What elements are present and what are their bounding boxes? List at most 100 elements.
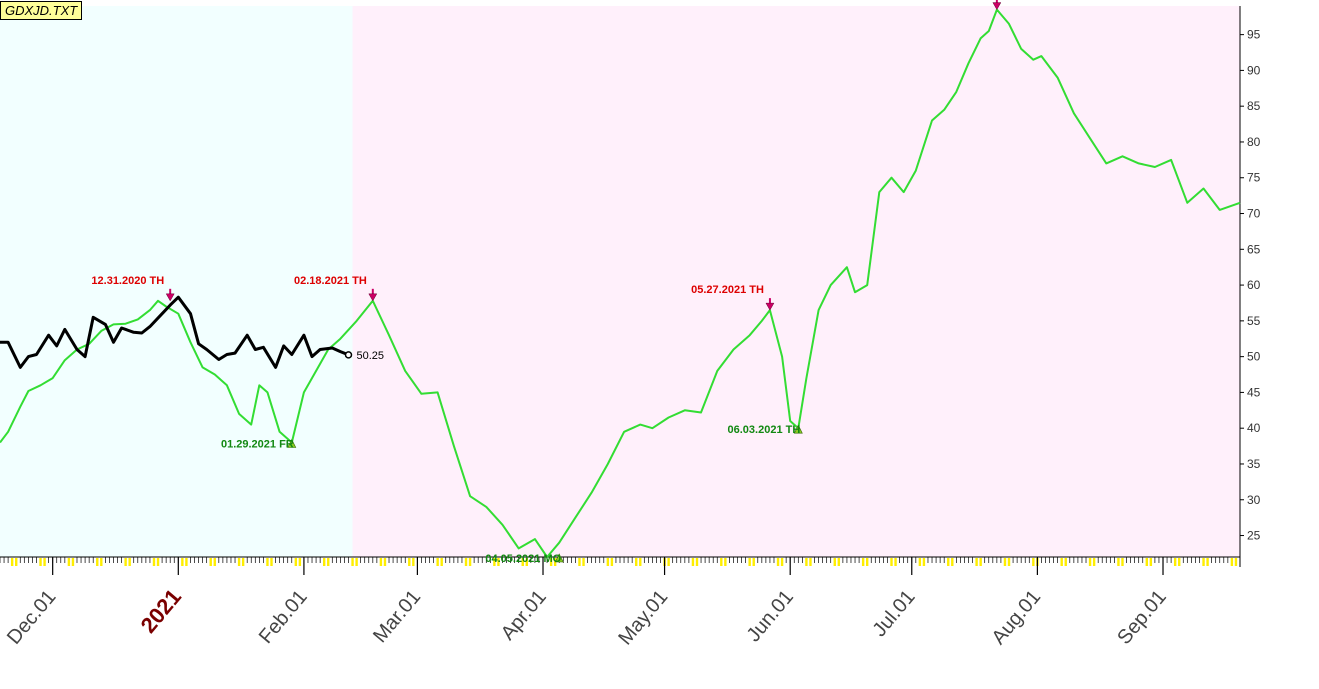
weekend-marker: [1007, 558, 1011, 566]
weekend-marker: [440, 558, 443, 566]
weekend-marker: [861, 558, 865, 566]
y-tick-label: 90: [1247, 63, 1261, 77]
last-price-label: 50.25: [356, 350, 384, 362]
x-tick-label: Jul.01: [868, 586, 919, 641]
x-tick-label: Feb.01: [255, 586, 312, 648]
weekend-marker: [635, 558, 638, 566]
weekend-marker: [270, 558, 273, 566]
weekend-marker: [1178, 558, 1181, 566]
history-background: [0, 6, 353, 557]
weekend-marker: [610, 558, 614, 566]
weekend-marker: [1032, 558, 1035, 566]
weekend-marker: [10, 558, 14, 566]
weekend-marker: [1149, 558, 1153, 566]
y-tick-label: 40: [1247, 421, 1261, 435]
weekend-marker: [1088, 558, 1092, 566]
x-axis: Dec.01 2021 Feb.01 Mar.01 Apr.01 May.01 Jun.01…: [0, 556, 1241, 649]
weekend-marker: [124, 558, 127, 566]
weekend-marker: [890, 558, 893, 566]
y-axis: 25 30 35 40 45 50 55 60 65 70 75 80 85 90 95: [1239, 6, 1261, 567]
y-tick-label: 60: [1247, 278, 1261, 292]
weekend-marker: [776, 558, 780, 566]
weekend-marker: [464, 558, 468, 566]
x-tick-label: Sep.01: [1113, 586, 1171, 649]
y-tick-label: 35: [1247, 457, 1261, 471]
weekend-marker: [865, 558, 869, 566]
weekend-marker: [412, 558, 415, 566]
low-arrow-icon: [554, 553, 564, 563]
weekend-marker: [918, 558, 922, 566]
weekend-marker: [351, 558, 354, 566]
weekend-marker: [100, 558, 103, 566]
weekend-marker: [606, 558, 610, 566]
weekend-marker: [780, 558, 784, 566]
weekend-marker: [691, 558, 695, 566]
annotation-layer: 12.31.2020 TH 01.29.2021 FR 02.18.2021 TH 0…: [91, 0, 1002, 565]
weekend-marker: [468, 558, 472, 566]
weekend-marker: [436, 558, 439, 566]
weekend-marker: [578, 558, 581, 566]
weekend-marker: [582, 558, 585, 566]
low-date-label: 06.03.2021 TH: [728, 424, 801, 436]
weekend-marker: [748, 558, 751, 566]
turning-point-low: 04.05.2021 MO: [485, 553, 564, 565]
x-tick-label: 2021: [136, 584, 187, 638]
weekend-marker: [1121, 558, 1124, 566]
weekend-marker: [71, 558, 75, 566]
projection-line: [0, 8, 1241, 558]
file-title: GDXJD.TXT: [0, 1, 83, 20]
weekend-marker: [1064, 558, 1067, 566]
x-tick-label: May.01: [614, 586, 672, 649]
projection-background: [352, 6, 1240, 557]
weekend-marker: [181, 558, 184, 566]
weekend-marker: [975, 558, 978, 566]
x-tick-label: Mar.01: [369, 586, 425, 647]
weekend-marker: [1202, 558, 1205, 566]
weekend-marker: [667, 558, 670, 566]
y-tick-label: 45: [1247, 385, 1261, 399]
y-tick-label: 70: [1247, 207, 1261, 221]
weekend-marker: [15, 558, 18, 566]
weekend-marker: [1117, 558, 1120, 566]
high-arrow-icon: [992, 2, 1002, 11]
weekend-marker: [493, 558, 496, 566]
y-tick-label: 55: [1247, 314, 1261, 328]
weekend-marker: [294, 558, 298, 566]
weekend-marker: [894, 558, 897, 566]
low-date-label: 04.05.2021 MO: [485, 553, 561, 565]
weekend-marker: [379, 558, 383, 566]
turning-point-high: 02.18.2021 TH: [294, 275, 378, 302]
weekend-marker: [1173, 558, 1177, 566]
low-arrow-icon: [287, 438, 297, 448]
turning-point-low: 01.29.2021 FR: [221, 438, 297, 451]
y-tick-label: 65: [1247, 242, 1261, 256]
weekend-marker: [1145, 558, 1148, 566]
x-tick-label: Apr.01: [497, 586, 551, 644]
weekend-marker: [639, 558, 642, 566]
x-tick-label: Aug.01: [988, 586, 1046, 649]
y-tick-label: 50: [1247, 350, 1261, 364]
weekend-marker: [209, 558, 212, 566]
high-arrow-icon: [765, 302, 775, 311]
weekend-marker: [298, 558, 302, 566]
weekend-marker: [355, 558, 358, 566]
weekend-marker: [724, 558, 727, 566]
weekend-marker: [241, 558, 245, 566]
weekend-marker: [1206, 558, 1209, 566]
weekend-marker: [521, 558, 524, 566]
high-date-label: 12.31.2020 TH: [91, 275, 164, 287]
weekend-marker: [322, 558, 326, 566]
weekend-marker: [408, 558, 411, 566]
series-layer: 50.25: [0, 8, 1241, 558]
x-tick-label: Jun.01: [743, 586, 798, 646]
weekend-marker: [43, 558, 46, 566]
weekend-marker: [237, 558, 241, 566]
weekend-marker: [525, 558, 528, 566]
high-arrow-icon: [368, 293, 378, 302]
y-tick-label: 85: [1247, 99, 1261, 113]
turning-point-high: 07.22.2021 TH: [992, 0, 1002, 11]
weekend-marker: [156, 558, 160, 566]
low-date-label: 01.29.2021 FR: [221, 439, 294, 451]
weekend-marker: [720, 558, 723, 566]
price-line: [0, 295, 350, 369]
